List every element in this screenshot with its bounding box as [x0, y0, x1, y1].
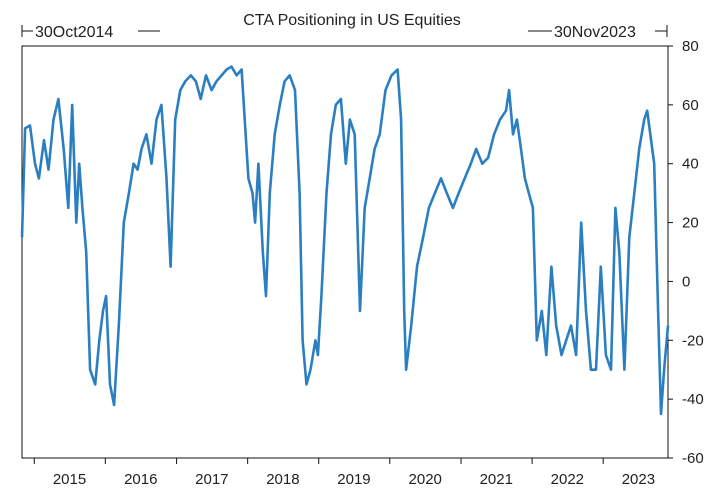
x-tick-label: 2019 [337, 471, 370, 488]
y-tick-label: 80 [682, 38, 699, 55]
x-tick-label: 2021 [480, 471, 513, 488]
chart-title: CTA Positioning in US Equities [243, 12, 461, 29]
x-tick-label: 2016 [124, 471, 157, 488]
x-tick-label: 2022 [551, 471, 584, 488]
x-tick-label: 2015 [53, 471, 86, 488]
y-tick-label: 40 [682, 156, 699, 173]
end-date-marker: 30Nov2023 [528, 24, 668, 41]
y-tick-label: 60 [682, 97, 699, 114]
x-tick-label: 2023 [622, 471, 655, 488]
end-date-label: 30Nov2023 [554, 24, 636, 41]
y-tick-label: -60 [682, 450, 704, 467]
series-line [20, 65, 670, 416]
plot-frame [21, 45, 669, 459]
y-axis: 80 60 40 20 0 -20 -40 -60 [668, 38, 704, 467]
y-tick-label: 0 [682, 273, 690, 290]
x-tick-label: 2017 [195, 471, 228, 488]
x-tick-label: 2018 [266, 471, 299, 488]
x-axis: 2015 2016 2017 2018 2019 2020 2021 2022 2023 [33, 458, 655, 488]
x-tick-label: 2020 [409, 471, 442, 488]
start-date-marker: 30Oct2014 [21, 24, 160, 41]
start-date-label: 30Oct2014 [35, 24, 113, 41]
y-tick-label: -40 [682, 391, 704, 408]
y-tick-label: -20 [682, 332, 704, 349]
y-tick-label: 20 [682, 215, 699, 232]
